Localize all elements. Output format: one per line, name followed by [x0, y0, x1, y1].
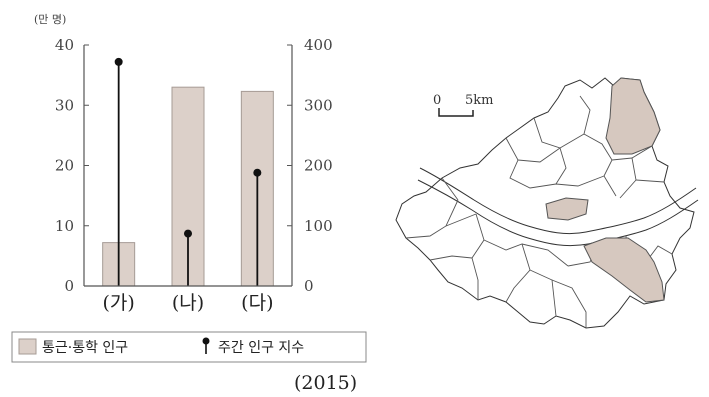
left-tick-label: 10	[55, 217, 74, 235]
highlighted-district-north	[605, 77, 661, 155]
right-tick-label: 0	[304, 277, 314, 295]
han-river	[419, 167, 697, 235]
legend-item-lollipop: 주간 인구 지수	[218, 340, 304, 356]
point-2	[184, 229, 192, 238]
right-tick-label: 200	[304, 157, 333, 175]
legend-bar-swatch	[18, 338, 37, 355]
scale-zero: 0	[433, 93, 441, 108]
category-label-3: (다)	[241, 292, 273, 314]
point-3	[253, 168, 262, 177]
left-tick-label: 40	[55, 36, 74, 54]
left-tick-label: 0	[64, 277, 74, 295]
left-tick-label: 30	[55, 96, 74, 114]
right-axis-ticks: 0 100 200 300 400	[287, 36, 333, 295]
legend: 통근·통학 인구 주간 인구 지수	[11, 331, 367, 363]
highlighted-district-center	[545, 197, 589, 221]
highlighted-district-southeast	[583, 237, 665, 303]
category-label-2: (나)	[172, 292, 204, 314]
year-label: (2015)	[294, 372, 357, 394]
left-axis-ticks: 0 10 20 30 40	[55, 36, 89, 295]
legend-box	[11, 331, 367, 363]
scale-bar	[438, 108, 474, 117]
legend-item-bar: 통근·통학 인구	[42, 340, 128, 356]
legend-dot-swatch	[202, 337, 210, 345]
left-tick-label: 20	[55, 157, 74, 175]
point-1	[114, 57, 123, 66]
right-tick-label: 300	[304, 96, 333, 114]
category-label-1: (가)	[103, 292, 135, 314]
seoul-district-map: 0 5km	[395, 77, 699, 329]
category-labels: (가) (나) (다)	[103, 292, 274, 314]
scale-label: 5km	[465, 93, 493, 108]
lollipop-series	[114, 57, 262, 286]
unit-label: (만 명)	[34, 13, 66, 26]
chart: 0 10 20 30 40 0 100 200 300 400 (가) (나) (다)	[55, 36, 333, 314]
right-tick-label: 100	[304, 217, 333, 235]
right-tick-label: 400	[304, 36, 333, 54]
han-river-bank	[417, 179, 699, 247]
